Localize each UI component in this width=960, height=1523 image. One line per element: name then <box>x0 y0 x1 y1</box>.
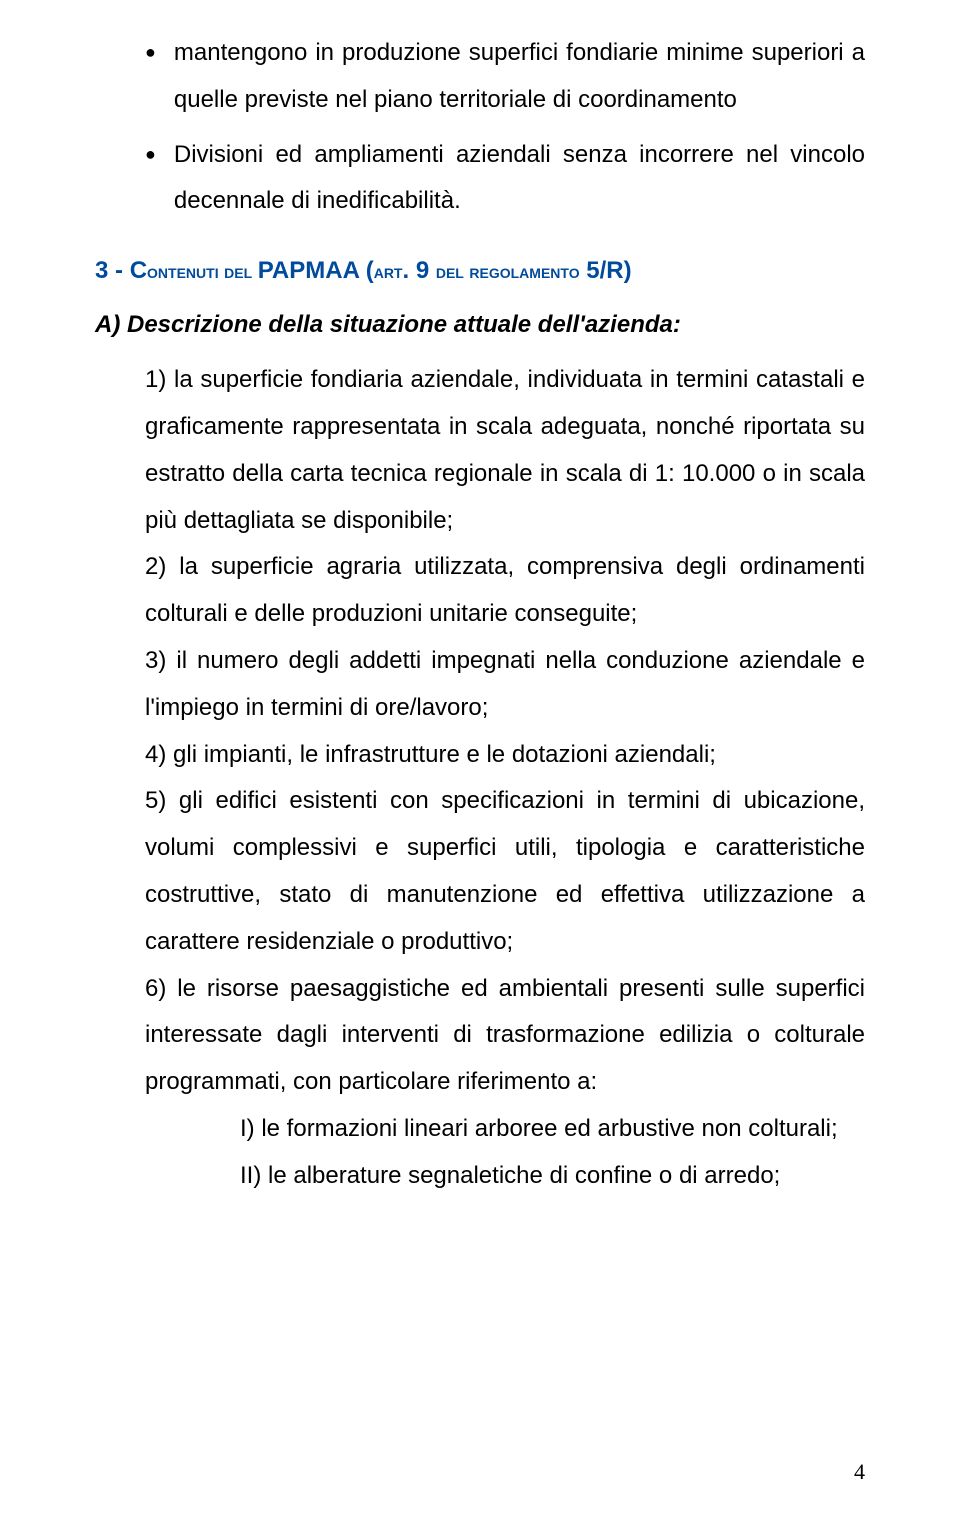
heading-partF: 5/R) <box>580 257 632 284</box>
paragraph-5: 5) gli edifici esistenti con specificazi… <box>145 778 865 965</box>
heading-partC: art <box>374 261 403 283</box>
heading-partD: . 9 <box>402 257 435 284</box>
page-number: 4 <box>854 1459 865 1485</box>
heading-partA: C <box>130 257 147 284</box>
bullet-marker-icon: ● <box>145 30 156 124</box>
bullet-item-2: ● Divisioni ed ampliamenti aziendali sen… <box>95 132 865 226</box>
heading-num: 3 - <box>95 257 130 284</box>
bullet-item-1: ● mantengono in produzione superfici fon… <box>95 30 865 124</box>
heading-partA2: ontenuti del <box>147 261 258 283</box>
bullet-marker-icon: ● <box>145 132 156 226</box>
heading-partB: PAPMAA ( <box>258 257 374 284</box>
sublist-item-1: I) le formazioni lineari arboree ed arbu… <box>240 1106 865 1153</box>
bullet-text-1: mantengono in produzione superfici fondi… <box>174 30 865 124</box>
bullet-text-2: Divisioni ed ampliamenti aziendali senza… <box>174 132 865 226</box>
paragraph-4: 4) gli impianti, le infrastrutture e le … <box>145 732 865 779</box>
heading-partE: del regolamento <box>436 261 580 283</box>
paragraph-2: 2) la superficie agraria utilizzata, com… <box>145 544 865 638</box>
paragraph-6: 6) le risorse paesaggistiche ed ambienta… <box>145 966 865 1106</box>
paragraph-3: 3) il numero degli addetti impegnati nel… <box>145 638 865 732</box>
subsection-heading: A) Descrizione della situazione attuale … <box>95 311 865 339</box>
paragraph-1: 1) la superficie fondiaria aziendale, in… <box>145 357 865 544</box>
section-heading: 3 - Contenuti del PAPMAA (art. 9 del reg… <box>95 257 865 285</box>
sublist-item-2: II) le alberature segnaletiche di confin… <box>240 1153 865 1200</box>
